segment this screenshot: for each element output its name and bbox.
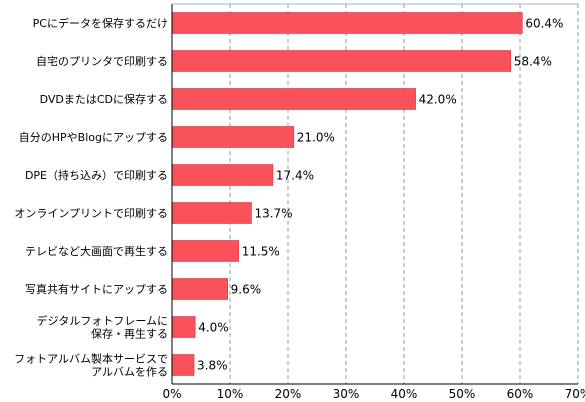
- bar-layer: [171, 12, 523, 376]
- bar: [171, 202, 252, 224]
- value-label: 58.4%: [514, 55, 552, 69]
- value-label: 9.6%: [231, 283, 262, 297]
- bar: [171, 316, 196, 338]
- axis-layer: [171, 3, 578, 385]
- value-label: 13.7%: [254, 207, 292, 221]
- value-label: 3.8%: [197, 359, 228, 373]
- bar: [171, 12, 523, 34]
- category-label: オンラインプリントで印刷する: [14, 207, 168, 220]
- category-label: アルバムを作る: [91, 366, 168, 379]
- bar: [171, 88, 416, 110]
- x-tick-label: 10%: [217, 387, 244, 401]
- bar: [171, 50, 512, 72]
- category-label: 保存・再生する: [91, 327, 168, 341]
- x-tick-label: 20%: [275, 387, 302, 401]
- x-tick-label: 0%: [162, 387, 181, 401]
- category-label: 写真共有サイトにアップする: [25, 282, 168, 296]
- category-label: DVDまたはCDに保存する: [40, 92, 168, 106]
- value-label: 60.4%: [525, 17, 563, 31]
- value-label: 21.0%: [297, 131, 335, 145]
- x-tick-label: 60%: [507, 387, 534, 401]
- x-tick-label: 30%: [333, 387, 360, 401]
- value-label: 11.5%: [242, 245, 280, 259]
- label-layer: 0% 10% 20% 30% 40% 50% 60% 70% 60.4% PCにデータを保存するだ…: [14, 16, 585, 401]
- x-tick-label: 70%: [565, 387, 585, 401]
- value-label: 4.0%: [198, 321, 229, 335]
- category-label: 自宅のプリンタで印刷する: [36, 54, 168, 68]
- bar: [171, 164, 274, 186]
- category-label: 自分のHPやBlogにアップする: [19, 131, 168, 144]
- x-tick-label: 50%: [449, 387, 476, 401]
- category-label: フォトアルバム製本サービスで: [14, 352, 168, 366]
- bar: [171, 278, 228, 300]
- category-label: PCにデータを保存するだけ: [33, 16, 168, 30]
- category-label: テレビなど大画面で再生する: [25, 244, 168, 258]
- bar: [171, 126, 295, 148]
- value-label: 17.4%: [276, 169, 314, 183]
- bar: [171, 240, 239, 262]
- category-label: デジタルフォトフレームに: [37, 314, 168, 328]
- category-label: DPE（持ち込み）で印刷する: [25, 168, 168, 182]
- x-tick-label: 40%: [391, 387, 418, 401]
- value-label: 42.0%: [419, 93, 457, 107]
- bar: [171, 354, 195, 376]
